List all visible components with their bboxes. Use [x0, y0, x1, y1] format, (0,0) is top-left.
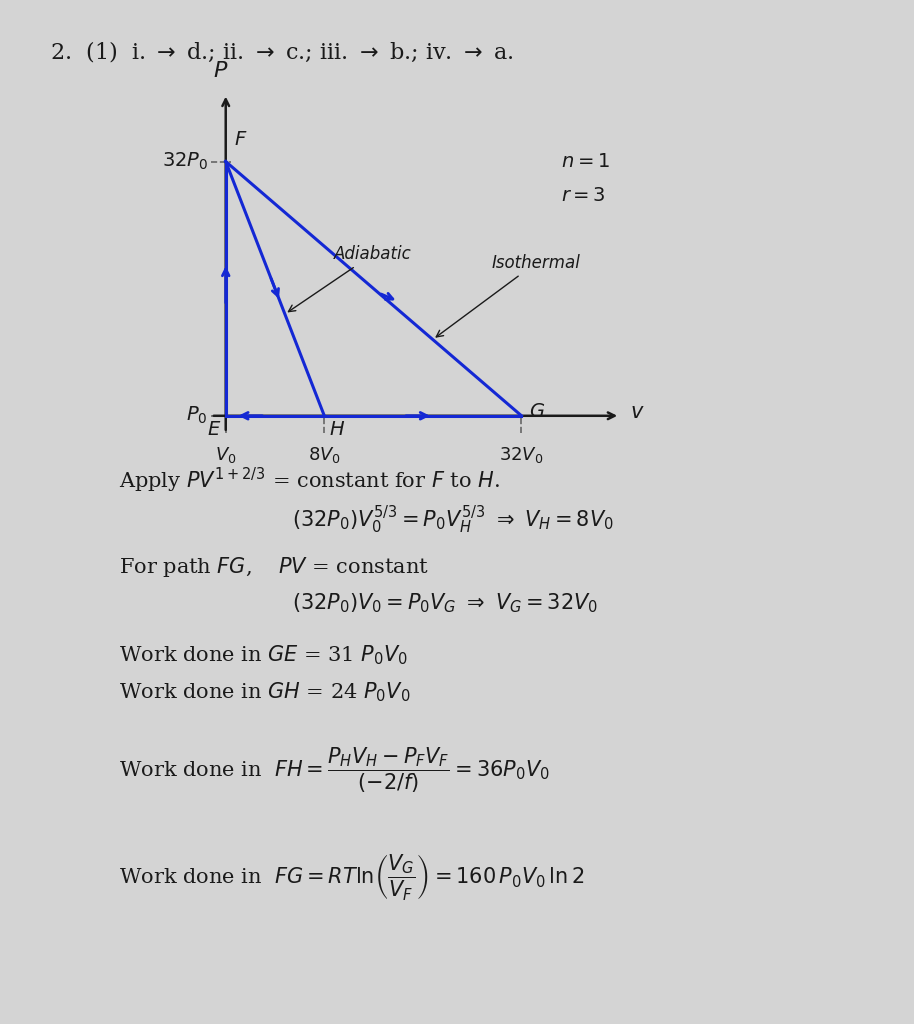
Text: Work done in $GE$ = 31 $P_0V_0$: Work done in $GE$ = 31 $P_0V_0$: [119, 643, 408, 667]
Text: $(32P_0)V_0^{5/3} = P_0V_H^{5/3}\ \Rightarrow\ V_H = 8V_0$: $(32P_0)V_0^{5/3} = P_0V_H^{5/3}\ \Right…: [292, 504, 614, 536]
Text: $r = 3$: $r = 3$: [561, 186, 606, 205]
Text: For path $FG$,    $PV$ = constant: For path $FG$, $PV$ = constant: [119, 555, 429, 579]
Text: Isothermal: Isothermal: [436, 254, 580, 337]
Text: $P$: $P$: [213, 61, 228, 81]
Text: Work done in  $FG = RT\ln\!\left(\dfrac{V_G}{V_F}\right) = 160\, P_0V_0\, \ln 2$: Work done in $FG = RT\ln\!\left(\dfrac{V…: [119, 852, 584, 902]
Text: $V_0$: $V_0$: [215, 445, 237, 466]
Text: 2.  (1)  i. $\rightarrow$ d.; ii. $\rightarrow$ c.; iii. $\rightarrow$ b.; iv. $: 2. (1) i. $\rightarrow$ d.; ii. $\righta…: [50, 39, 514, 63]
Text: $32P_0$: $32P_0$: [162, 151, 208, 172]
Text: $v$: $v$: [630, 401, 644, 422]
Text: $8V_0$: $8V_0$: [308, 445, 341, 466]
Text: $32V_0$: $32V_0$: [499, 445, 544, 466]
Text: $(32P_0)V_0 = P_0V_G\ \Rightarrow\ V_G = 32V_0$: $(32P_0)V_0 = P_0V_G\ \Rightarrow\ V_G =…: [292, 592, 599, 615]
Text: $H$: $H$: [329, 420, 345, 439]
Text: $G$: $G$: [529, 402, 546, 421]
Text: Apply $PV^{1+2/3}$ = constant for $F$ to $H$.: Apply $PV^{1+2/3}$ = constant for $F$ to…: [119, 466, 500, 496]
Text: Work done in $GH$ = 24 $P_0V_0$: Work done in $GH$ = 24 $P_0V_0$: [119, 680, 410, 703]
Text: Work done in  $FH = \dfrac{P_H V_H - P_F V_F}{(-2/f)} = 36P_0V_0$: Work done in $FH = \dfrac{P_H V_H - P_F …: [119, 745, 549, 795]
Text: $E$: $E$: [207, 420, 221, 439]
Text: Adiabatic: Adiabatic: [289, 245, 412, 311]
Text: $P_0$: $P_0$: [186, 406, 208, 426]
Text: $n = 1$: $n = 1$: [561, 152, 610, 171]
Text: $F$: $F$: [234, 130, 247, 148]
